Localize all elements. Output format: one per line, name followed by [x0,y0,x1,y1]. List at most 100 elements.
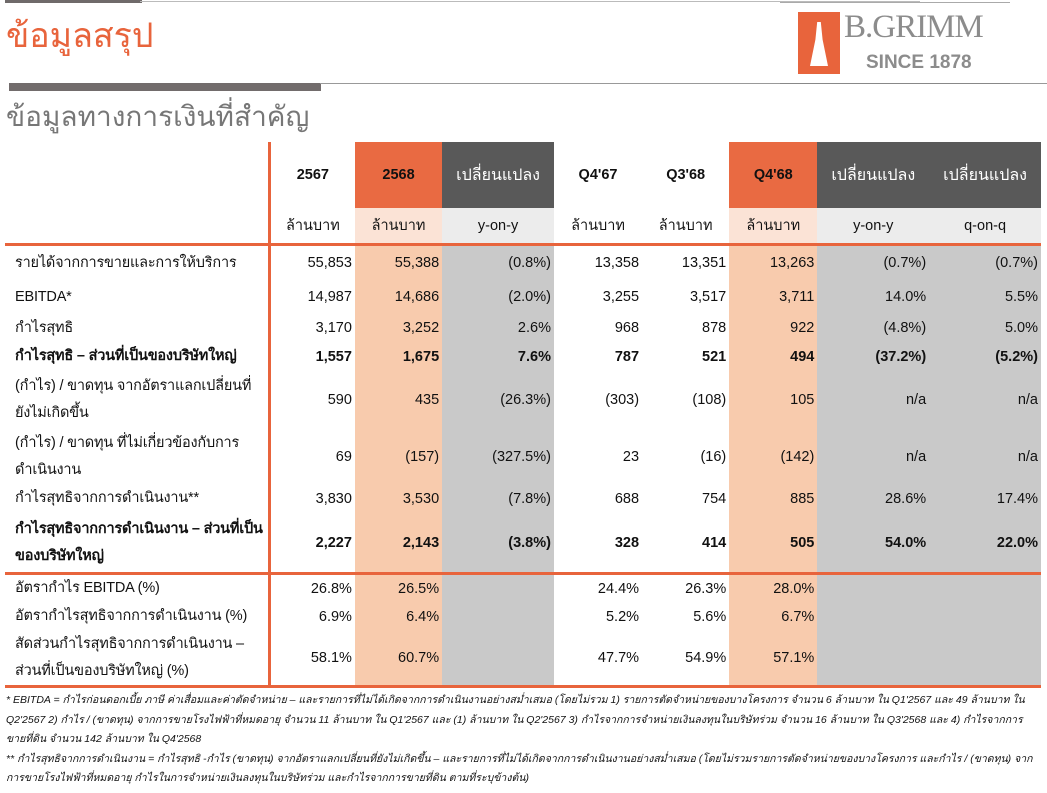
header-blank [5,142,271,208]
row-label: อัตรากำไรสุทธิจากการดำเนินงาน (%) [5,602,271,631]
cell-value: 590 [327,392,352,408]
cell-value: 1,675 [354,342,443,371]
cell-value: 328 [614,534,640,551]
cell-value [442,602,554,631]
cell-value: 2.6% [442,313,554,343]
units-row: ล้านบาท ล้านบาท y-on-y ล้านบาท ล้านบาท ล… [5,208,1041,245]
cell-value: 22.0% [929,513,1041,574]
cell-value: 6.7% [729,602,818,631]
cell-value: (4.8%) [817,313,930,343]
cell-value: 55,853 [307,255,352,272]
cell-value: 26.3% [685,580,727,597]
cell-value: 3,517 [689,289,727,305]
financial-summary-table: 2567 2568 เปลี่ยนแปลง Q4'67 Q3'68 Q4'68 … [5,142,1041,688]
cell-value: 6.9% [318,608,352,625]
unit: y-on-y [817,208,930,245]
cell-value: 17.4% [929,483,1041,514]
cell-value: 13,358 [594,255,640,272]
cell-value: 6.4% [354,602,443,631]
bgrimm-logo: B.GRIMM SINCE 1878 [780,2,1010,84]
row-label: กำไรสุทธิ [5,313,271,343]
cell-value: (0.7%) [929,244,1041,281]
cell-value: 521 [702,348,727,365]
cell-value: n/a [817,370,930,430]
cell-value [817,573,930,603]
cell-value: 435 [354,370,443,430]
table-row: กำไรสุทธิจากการดำเนินงาน** 3,830 3,530 (7.8… [5,483,1041,514]
row-label: กำไรสุทธิจากการดำเนินงาน – ส่วนที่เป็นขอ… [5,513,271,574]
cell-value: 688 [614,490,640,507]
cell-value: 14,987 [307,289,352,305]
table-row: อัตรากำไร EBITDA (%) 26.8% 26.5% 24.4% 26.3%… [5,573,1041,603]
header-row: 2567 2568 เปลี่ยนแปลง Q4'67 Q3'68 Q4'68 … [5,142,1041,208]
cell-value: (327.5%) [442,429,554,484]
cell-value: 3,255 [602,289,640,305]
cell-value: 14,686 [354,280,443,314]
cell-value: 878 [702,320,727,336]
top-divider-line [140,1,920,2]
cell-value: (0.8%) [442,244,554,281]
cell-value: (26.3%) [442,370,554,430]
cell-value: n/a [929,429,1041,484]
cell-value: (0.7%) [817,244,930,281]
table-row: กำไรสุทธิจากการดำเนินงาน – ส่วนที่เป็นขอ… [5,513,1041,574]
col-header-change-yoy-q: เปลี่ยนแปลง [817,142,930,208]
cell-value: (3.8%) [442,513,554,574]
row-label: EBITDA* [5,280,271,314]
cell-value: 105 [729,370,818,430]
cell-value: 69 [335,448,352,465]
cell-value [442,573,554,603]
row-label: สัดส่วนกำไรสุทธิจากการดำเนินงาน – ส่วนที… [5,630,271,687]
logo-emblem-icon [798,12,840,74]
col-header-change-qoq: เปลี่ยนแปลง [929,142,1041,208]
cell-value [817,602,930,631]
unit: ล้านบาท [571,217,625,234]
cell-value: 55,388 [354,244,443,281]
cell-value: 2,143 [354,513,443,574]
table-row: (กำไร) / ขาดทุน จากอัตราแลกเปลี่ยนที่ยัง… [5,370,1041,430]
cell-value: n/a [929,370,1041,430]
logo-top-rule [780,2,1010,3]
table-row: อัตรากำไรสุทธิจากการดำเนินงาน (%) 6.9% 6.4… [5,602,1041,631]
cell-value [929,630,1041,687]
logo-name: B.GRIMM [844,9,984,45]
section-divider-bar [9,83,321,91]
unit: ล้านบาท [658,217,713,234]
cell-value: 922 [729,313,818,343]
cell-value: 13,351 [681,255,727,272]
cell-value: (142) [729,429,818,484]
footnote-ebitda: * EBITDA = กำไรก่อนดอกเบี้ย ภาษี ค่าเสื่… [6,694,1025,745]
row-label: (กำไร) / ขาดทุน จากอัตราแลกเปลี่ยนที่ยัง… [5,370,271,430]
cell-value: 13,263 [729,244,818,281]
cell-value: 28.0% [729,573,818,603]
cell-value: 57.1% [729,630,818,687]
col-header-q368: Q3'68 [666,167,706,183]
cell-value: (5.2%) [929,342,1041,371]
cell-value: 754 [702,490,727,507]
cell-value [442,630,554,687]
cell-value: (16) [700,448,727,465]
table-row: สัดส่วนกำไรสุทธิจากการดำเนินงาน – ส่วนที… [5,630,1041,687]
col-header-change-yoy: เปลี่ยนแปลง [442,142,554,208]
cell-value: 2,227 [315,534,352,551]
unit: ล้านบาท [354,208,443,245]
cell-value: n/a [817,429,930,484]
logo-since: SINCE 1878 [866,52,972,73]
cell-value: 5.2% [605,608,640,625]
tower-icon [810,22,828,66]
cell-value: 24.4% [597,580,640,597]
col-header-2567: 2567 [296,167,329,183]
page-title: ข้อมูลสรุป [6,16,154,56]
units-blank [5,208,271,245]
col-header-2568: 2568 [354,142,443,208]
cell-value: 54.9% [685,649,727,666]
cell-value [817,630,930,687]
col-header-q467: Q4'67 [578,167,618,183]
cell-value [929,602,1041,631]
table-row: EBITDA* 14,987 14,686 (2.0%) 3,255 3,517 3,711… [5,280,1041,314]
cell-value: 3,252 [354,313,443,343]
cell-value [929,573,1041,603]
unit: ล้านบาท [729,208,818,245]
cell-value: 7.6% [442,342,554,371]
cell-value: (7.8%) [442,483,554,514]
